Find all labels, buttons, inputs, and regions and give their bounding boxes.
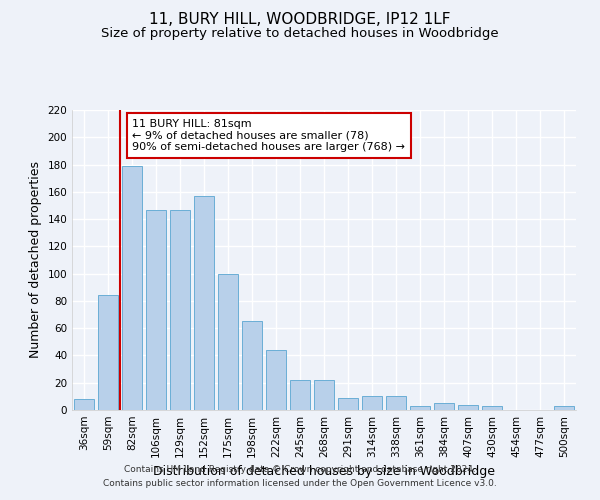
X-axis label: Distribution of detached houses by size in Woodbridge: Distribution of detached houses by size … bbox=[153, 466, 495, 478]
Text: Size of property relative to detached houses in Woodbridge: Size of property relative to detached ho… bbox=[101, 28, 499, 40]
Bar bbox=[362, 396, 382, 410]
Bar bbox=[266, 350, 286, 410]
Bar bbox=[482, 406, 502, 410]
Bar bbox=[314, 380, 334, 410]
Bar bbox=[290, 380, 310, 410]
Bar bbox=[458, 404, 478, 410]
Bar bbox=[338, 398, 358, 410]
Bar bbox=[170, 210, 190, 410]
Text: Contains HM Land Registry data © Crown copyright and database right 2024.
Contai: Contains HM Land Registry data © Crown c… bbox=[103, 466, 497, 487]
Bar bbox=[554, 406, 574, 410]
Bar bbox=[434, 403, 454, 410]
Y-axis label: Number of detached properties: Number of detached properties bbox=[29, 162, 42, 358]
Bar bbox=[386, 396, 406, 410]
Bar bbox=[218, 274, 238, 410]
Bar bbox=[194, 196, 214, 410]
Bar bbox=[74, 399, 94, 410]
Bar bbox=[122, 166, 142, 410]
Text: 11 BURY HILL: 81sqm
← 9% of detached houses are smaller (78)
90% of semi-detache: 11 BURY HILL: 81sqm ← 9% of detached hou… bbox=[133, 119, 406, 152]
Bar bbox=[98, 296, 118, 410]
Bar bbox=[242, 322, 262, 410]
Text: 11, BURY HILL, WOODBRIDGE, IP12 1LF: 11, BURY HILL, WOODBRIDGE, IP12 1LF bbox=[149, 12, 451, 28]
Bar bbox=[146, 210, 166, 410]
Bar bbox=[410, 406, 430, 410]
